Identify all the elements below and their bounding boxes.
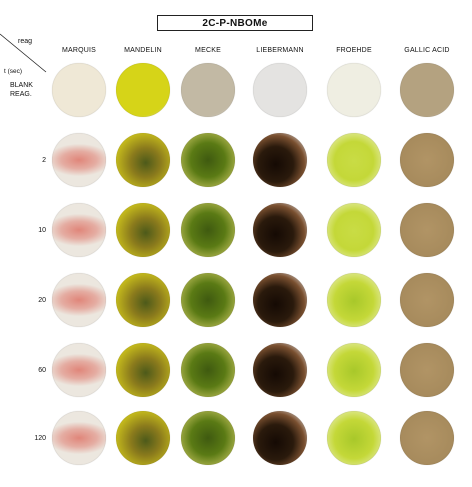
spot-dish-liebermann-60 [253,343,307,397]
row-header-blank-reagent: BLANK REAG. [10,82,33,98]
corner-label-reagent: reag [18,38,33,45]
spot-dish-mandelin-60 [116,343,170,397]
spot-dish-mandelin-20 [116,273,170,327]
spot-dish-mecke-20 [181,273,235,327]
column-header-mecke: MECKE [195,47,221,54]
row-header-t-20: 20 [38,296,46,304]
row-header-t-120: 120 [34,434,46,442]
spot-dish-gallic-acid-120 [400,411,454,465]
column-header-marquis: MARQUIS [61,47,97,54]
spot-dish-mandelin-2 [116,133,170,187]
spot-dish-marquis-60 [52,343,106,397]
spot-dish-mandelin-120 [116,411,170,465]
spot-dish-mecke-2 [181,133,235,187]
spot-dish-froehde-10 [327,203,381,257]
spot-dish-liebermann-120 [253,411,307,465]
spot-dish-gallic-acid-10 [400,203,454,257]
spot-dish-gallic-acid-blank [400,63,454,117]
spot-dish-liebermann-10 [253,203,307,257]
spot-dish-marquis-blank [52,63,106,117]
spot-dish-liebermann-20 [253,273,307,327]
spot-dish-gallic-acid-2 [400,133,454,187]
header-corner-diagonal [0,33,47,73]
spot-dish-marquis-2 [52,133,106,187]
spot-dish-mecke-60 [181,343,235,397]
spot-dish-froehde-60 [327,343,381,397]
spot-dish-froehde-blank [327,63,381,117]
spot-dish-marquis-10 [52,203,106,257]
corner-label-time: t (sec) [4,68,23,75]
spot-dish-froehde-2 [327,133,381,187]
spot-dish-marquis-120 [52,411,106,465]
column-header-gallic-acid: GALLIC ACID [404,47,450,54]
spot-dish-mecke-blank [181,63,235,117]
spot-dish-liebermann-blank [253,63,307,117]
spot-dish-mandelin-blank [116,63,170,117]
compound-title: 2C-P-NBOMe [157,15,313,31]
row-header-t-10: 10 [38,226,46,234]
column-header-liebermann: LIEBERMANN [256,47,304,54]
spot-dish-liebermann-2 [253,133,307,187]
spot-dish-marquis-20 [52,273,106,327]
spot-dish-gallic-acid-60 [400,343,454,397]
spot-dish-mecke-120 [181,411,235,465]
spot-dish-mandelin-10 [116,203,170,257]
spot-dish-froehde-20 [327,273,381,327]
spot-dish-froehde-120 [327,411,381,465]
row-header-t-60: 60 [38,366,46,374]
row-header-t-2: 2 [42,156,46,164]
spot-dish-mecke-10 [181,203,235,257]
spot-dish-gallic-acid-20 [400,273,454,327]
column-header-froehde: FROEHDE [336,47,372,54]
column-header-mandelin: MANDELIN [124,47,162,54]
